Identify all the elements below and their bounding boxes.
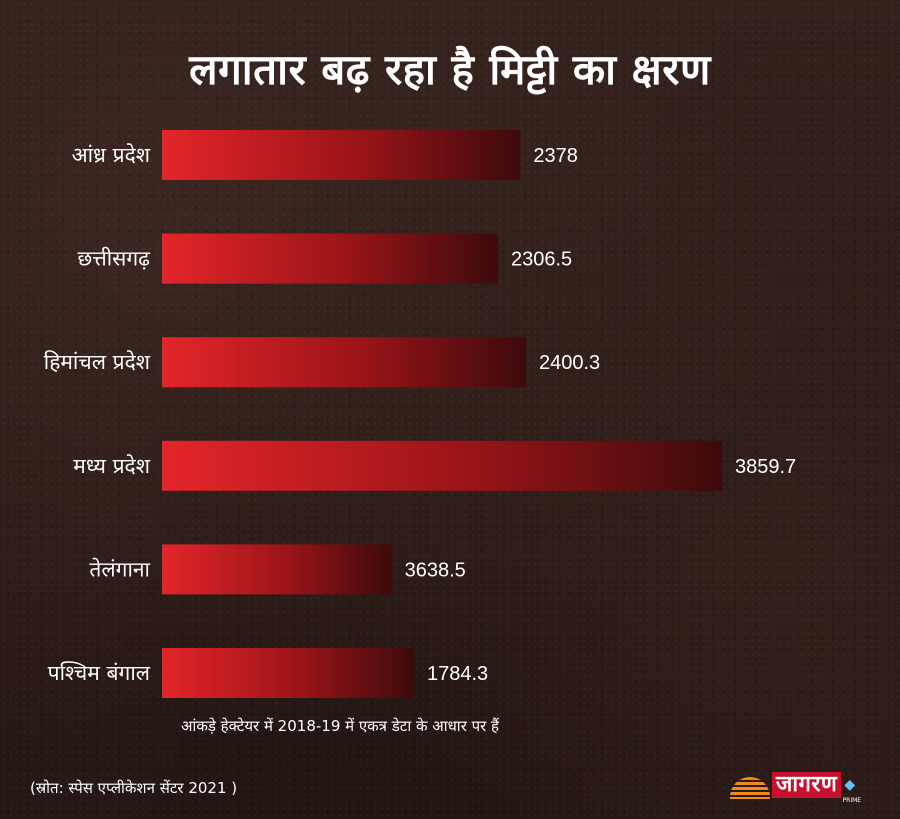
chart-title: लगातार बढ़ रहा है मिट्टी का क्षरण: [189, 45, 711, 94]
category-label: तेलंगाना: [89, 557, 150, 581]
bar-1: [162, 130, 521, 180]
value-label: 3638.5: [405, 559, 466, 581]
value-label: 3859.7: [735, 456, 796, 478]
value-label: 2306.5: [511, 249, 572, 271]
bar-5: [162, 544, 392, 595]
bar-3: [162, 337, 526, 388]
category-label: पश्चिम बंगाल: [48, 661, 151, 685]
sun-logo-icon: [730, 777, 770, 799]
bar-4: [162, 440, 722, 491]
value-label: 2378: [533, 145, 578, 167]
category-label: छत्तीसगढ़: [77, 247, 151, 271]
category-label: मध्य प्रदेश: [73, 454, 150, 478]
data-note: आंकड़े हेक्टेयर में 2018-19 में एकत्र डे…: [181, 717, 499, 735]
jagran-logo: जागरण ◆ PRIME: [730, 770, 861, 804]
prime-badge: PRIME: [842, 797, 862, 804]
category-label: हिमांचल प्रदेश: [44, 350, 151, 374]
diamond-icon: ◆: [844, 777, 856, 793]
bar-2: [162, 233, 498, 284]
value-label: 1784.3: [427, 663, 488, 685]
bar-6: [162, 648, 414, 698]
category-label: आंध्र प्रदेश: [72, 143, 151, 167]
bars-layer: आंध्र प्रदेश 2378 छत्तीसगढ़ 2306.5 हिमांचल प…: [44, 130, 796, 698]
value-label: 2400.3: [539, 352, 600, 374]
logo-text: जागरण: [772, 772, 842, 798]
source-credit: (स्रोत: स्पेस एप्लीकेशन सेंटर 2021 ): [30, 779, 238, 797]
